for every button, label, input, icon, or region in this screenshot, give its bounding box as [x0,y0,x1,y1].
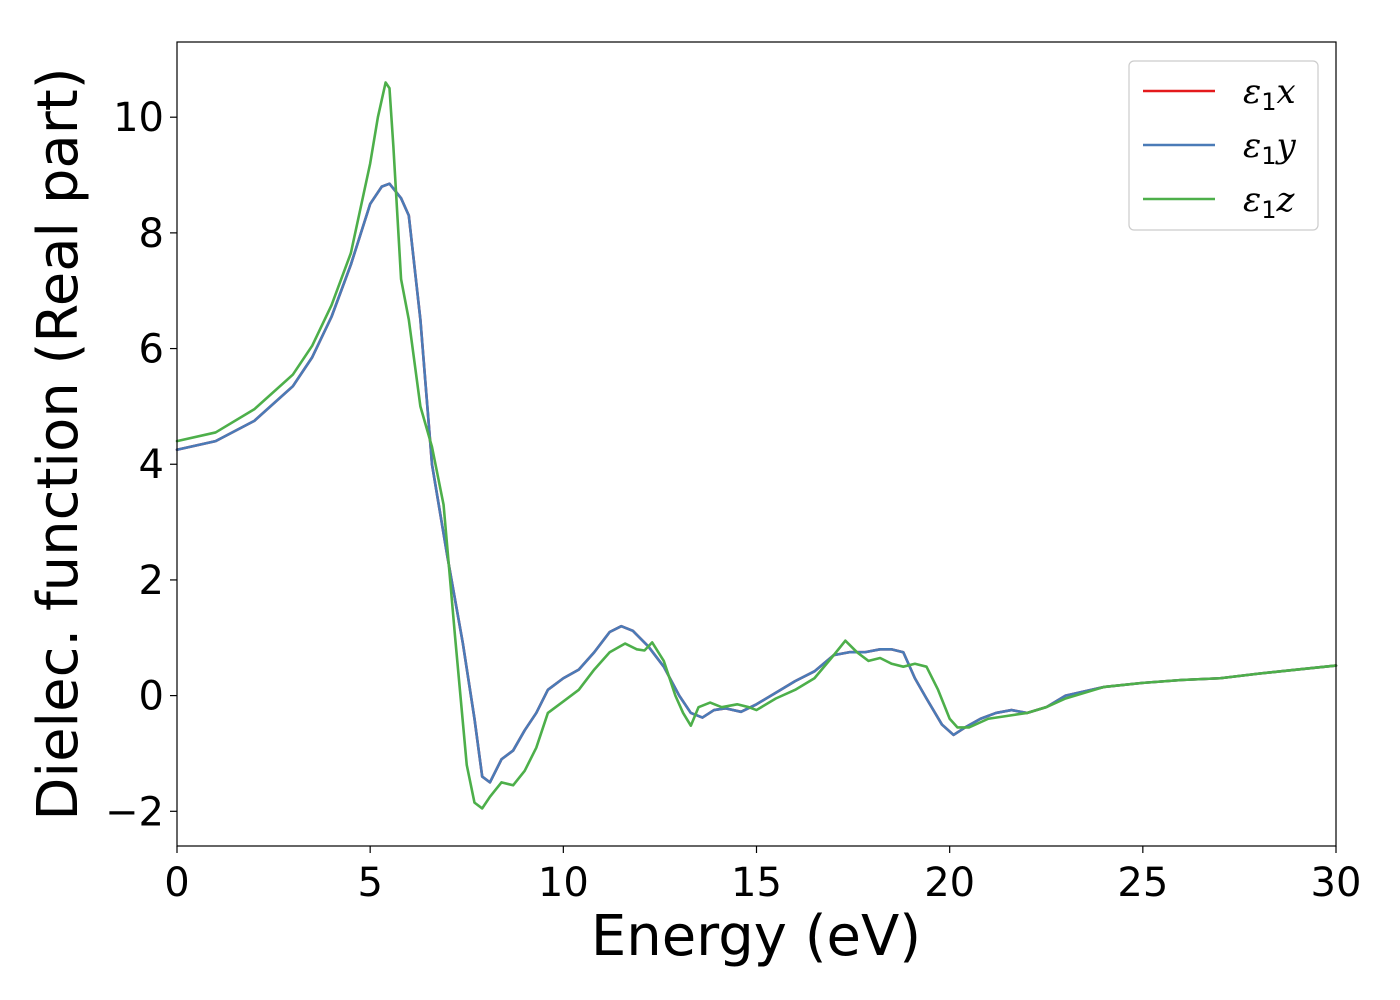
legend-label-x: ε1x [1243,72,1296,116]
legend-box [1128,60,1319,231]
legend-label-y: ε1y [1243,126,1297,170]
x-axis-title: Energy (eV) [591,904,921,969]
y-tick-label: 0 [139,674,164,720]
series-line-z [175,81,1338,810]
legend-label-z: ε1z [1243,180,1296,224]
y-tick-label: 4 [139,442,164,488]
y-axis-title: Dielec. function (Real part) [26,67,91,820]
x-tick-label: 30 [1311,860,1362,906]
x-tick-label: 5 [357,860,382,906]
x-axis-ticks: 0 5 10 15 20 25 30 [164,846,1361,906]
y-tick-label: 2 [139,558,164,604]
y-axis-ticks: −2 0 2 4 6 8 10 [105,95,177,835]
y-tick-label: −2 [105,789,164,835]
x-tick-label: 0 [164,860,189,906]
x-tick-label: 20 [924,860,975,906]
y-tick-label: 8 [139,211,164,257]
x-tick-label: 15 [731,860,782,906]
y-tick-label: 6 [139,327,164,373]
x-tick-label: 10 [538,860,589,906]
legend: ε1x ε1y ε1z [1128,60,1319,231]
series-line-y [175,182,1338,784]
y-tick-label: 10 [113,95,164,141]
x-tick-label: 25 [1117,860,1168,906]
series-layer [175,81,1338,810]
